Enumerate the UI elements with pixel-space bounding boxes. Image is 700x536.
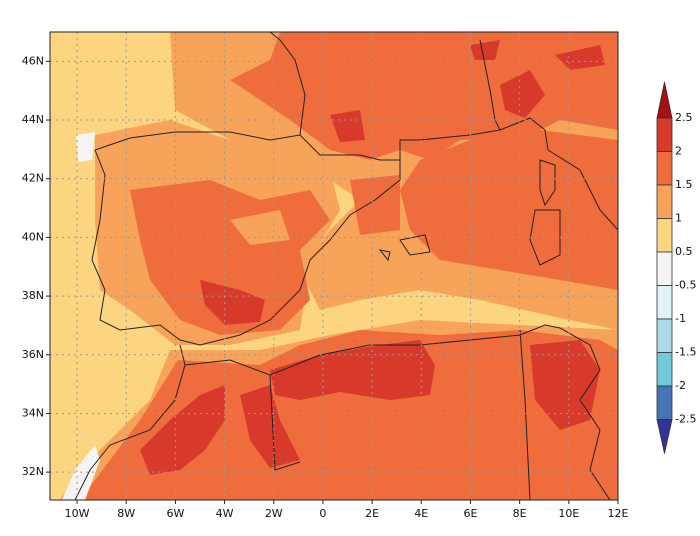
lat-label: 32N [22,465,44,478]
lat-label: 34N [22,406,44,419]
colorbar-box [656,285,673,320]
colorbar-label: -2 [675,379,686,392]
lon-label: 8E [513,507,527,520]
lat-label: 42N [22,172,44,185]
colorbar-box [656,218,673,253]
anomaly-field [50,32,618,500]
colorbar-label: -1.5 [675,346,696,359]
colorbar-box [656,352,673,387]
lat-label: 38N [22,289,44,302]
lon-label: 0 [319,507,326,520]
lat-label: 44N [22,113,44,126]
lon-label: 6E [463,507,477,520]
lon-label: 6W [166,507,184,520]
colorbar: 2.5 2 1.5 1 0.5 -0.5 -1 -1.5 -2 -2.5 [656,81,696,454]
colorbar-label: 0.5 [675,245,693,258]
lon-label: 10W [65,507,90,520]
colorbar-box [656,318,673,353]
lon-label: 4W [216,507,234,520]
colorbar-label: 2.5 [675,111,693,124]
colorbar-extend-top [656,81,673,119]
colorbar-label: -0.5 [675,279,696,292]
coastlines [74,32,618,500]
lat-label: 36N [22,348,44,361]
colorbar-box [656,151,673,186]
lon-label: 4E [414,507,428,520]
colorbar-extend-bottom [656,419,673,454]
colorbar-label: -1 [675,312,686,325]
colorbar-label: 1.5 [675,178,693,191]
colorbar-label: 1 [675,212,682,225]
colorbar-label: 2 [675,145,682,158]
lon-label: 10E [558,507,579,520]
lat-label: 40N [22,230,44,243]
lon-label: 2W [265,507,283,520]
colorbar-box [656,117,673,152]
colorbar-box [656,251,673,286]
lon-label: 2E [365,507,379,520]
lat-label: 46N [22,54,44,67]
axis-labels: 46N 44N 42N 40N 38N 36N 34N 32N 10W 8W 6W 4W 2W 0 2E 4E… [22,54,629,520]
colorbar-box [656,385,673,420]
colorbar-label: -2.5 [675,413,696,426]
colorbar-box [656,184,673,219]
lon-label: 12E [608,507,629,520]
lon-label: 8W [117,507,135,520]
map-frame [49,31,619,501]
